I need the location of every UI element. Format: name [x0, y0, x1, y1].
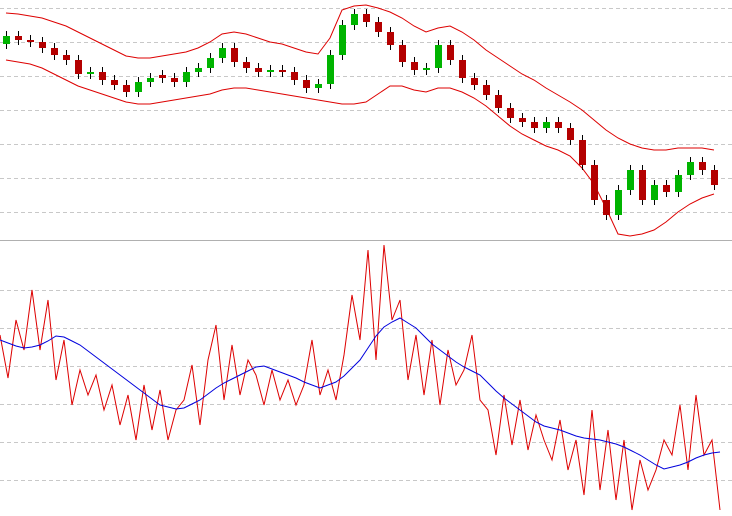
candle-body — [15, 36, 22, 40]
candle-body — [351, 14, 358, 25]
candle-body — [255, 68, 262, 72]
indicator-line — [0, 317, 721, 470]
candle-body — [519, 118, 526, 122]
candle-body — [471, 78, 478, 85]
candle-body — [327, 55, 334, 84]
candle-body — [147, 78, 154, 82]
candle-body — [387, 32, 394, 45]
candle-body — [195, 68, 202, 72]
candle-body — [591, 165, 598, 200]
candle-body — [75, 60, 82, 74]
candle-body — [267, 70, 274, 72]
candle-body — [291, 72, 298, 80]
candle-body — [687, 162, 694, 175]
candle-body — [363, 14, 370, 22]
candle-body — [303, 80, 310, 88]
candle-body — [51, 48, 58, 55]
candle-body — [711, 170, 718, 185]
candle-body — [171, 78, 178, 82]
candle-body — [531, 122, 538, 128]
candle-body — [99, 72, 106, 80]
candle-body — [543, 122, 550, 128]
candle-body — [567, 128, 574, 140]
candle-body — [231, 48, 238, 62]
candle-body — [459, 60, 466, 78]
candle-body — [651, 185, 658, 200]
candle-body — [63, 55, 70, 60]
candle-body — [411, 62, 418, 70]
candle-body — [135, 82, 142, 92]
candle-body — [507, 108, 514, 118]
candle-body — [87, 72, 94, 74]
candle-body — [159, 75, 166, 78]
indicator-line — [0, 244, 721, 511]
candle-body — [447, 45, 454, 60]
candle-body — [435, 45, 442, 68]
candle-body — [639, 170, 646, 200]
candle-body — [495, 95, 502, 108]
candle-body — [423, 68, 430, 70]
candle-body — [699, 162, 706, 170]
candle-body — [315, 84, 322, 88]
candle-body — [123, 85, 130, 92]
candle-body — [39, 42, 46, 48]
candle-body — [3, 36, 10, 44]
candle-body — [555, 122, 562, 128]
candle-body — [183, 72, 190, 82]
candle-body — [663, 185, 670, 192]
candle-body — [675, 175, 682, 192]
candle-body — [279, 70, 286, 72]
candle-body — [207, 58, 214, 68]
candle-body — [399, 45, 406, 62]
candle-body — [375, 22, 382, 32]
candle-body — [339, 25, 346, 55]
candle-body — [615, 190, 622, 215]
candle-body — [243, 62, 250, 68]
band-line — [5, 4, 715, 151]
candle-body — [111, 80, 118, 85]
candle-body — [603, 200, 610, 215]
candle-body — [627, 170, 634, 190]
candle-body — [27, 40, 34, 42]
candle-body — [219, 48, 226, 58]
candle-body — [579, 140, 586, 165]
candle-body — [483, 85, 490, 95]
